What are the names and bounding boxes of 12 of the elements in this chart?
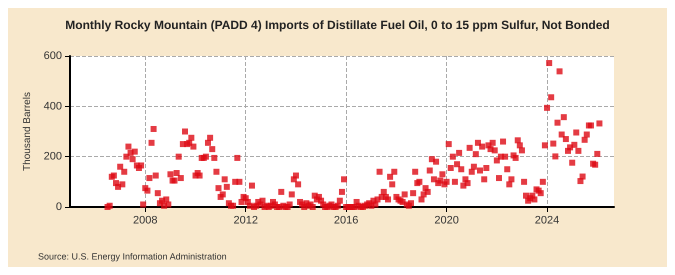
y-axis-title: Thousand Barrels: [22, 92, 34, 171]
x-tick-label: 2020: [434, 214, 459, 226]
y-tick-label: 0: [56, 201, 62, 213]
x-tick-label: 2024: [534, 214, 560, 226]
chart-title: Monthly Rocky Mountain (PADD 4) Imports of Distillate Fuel Oil, 0 to 15 ppm Sulfur, Not Bonded: [65, 18, 610, 32]
x-tick-label: 2016: [334, 214, 358, 226]
y-tick-label: 400: [44, 100, 62, 112]
source-note: Source: U.S. Energy Information Administration: [38, 252, 227, 262]
y-tick-label: 200: [44, 150, 62, 163]
x-tick-label: 2012: [233, 214, 258, 226]
x-tick-label: 2008: [133, 214, 158, 226]
y-tick-label: 600: [44, 50, 62, 62]
